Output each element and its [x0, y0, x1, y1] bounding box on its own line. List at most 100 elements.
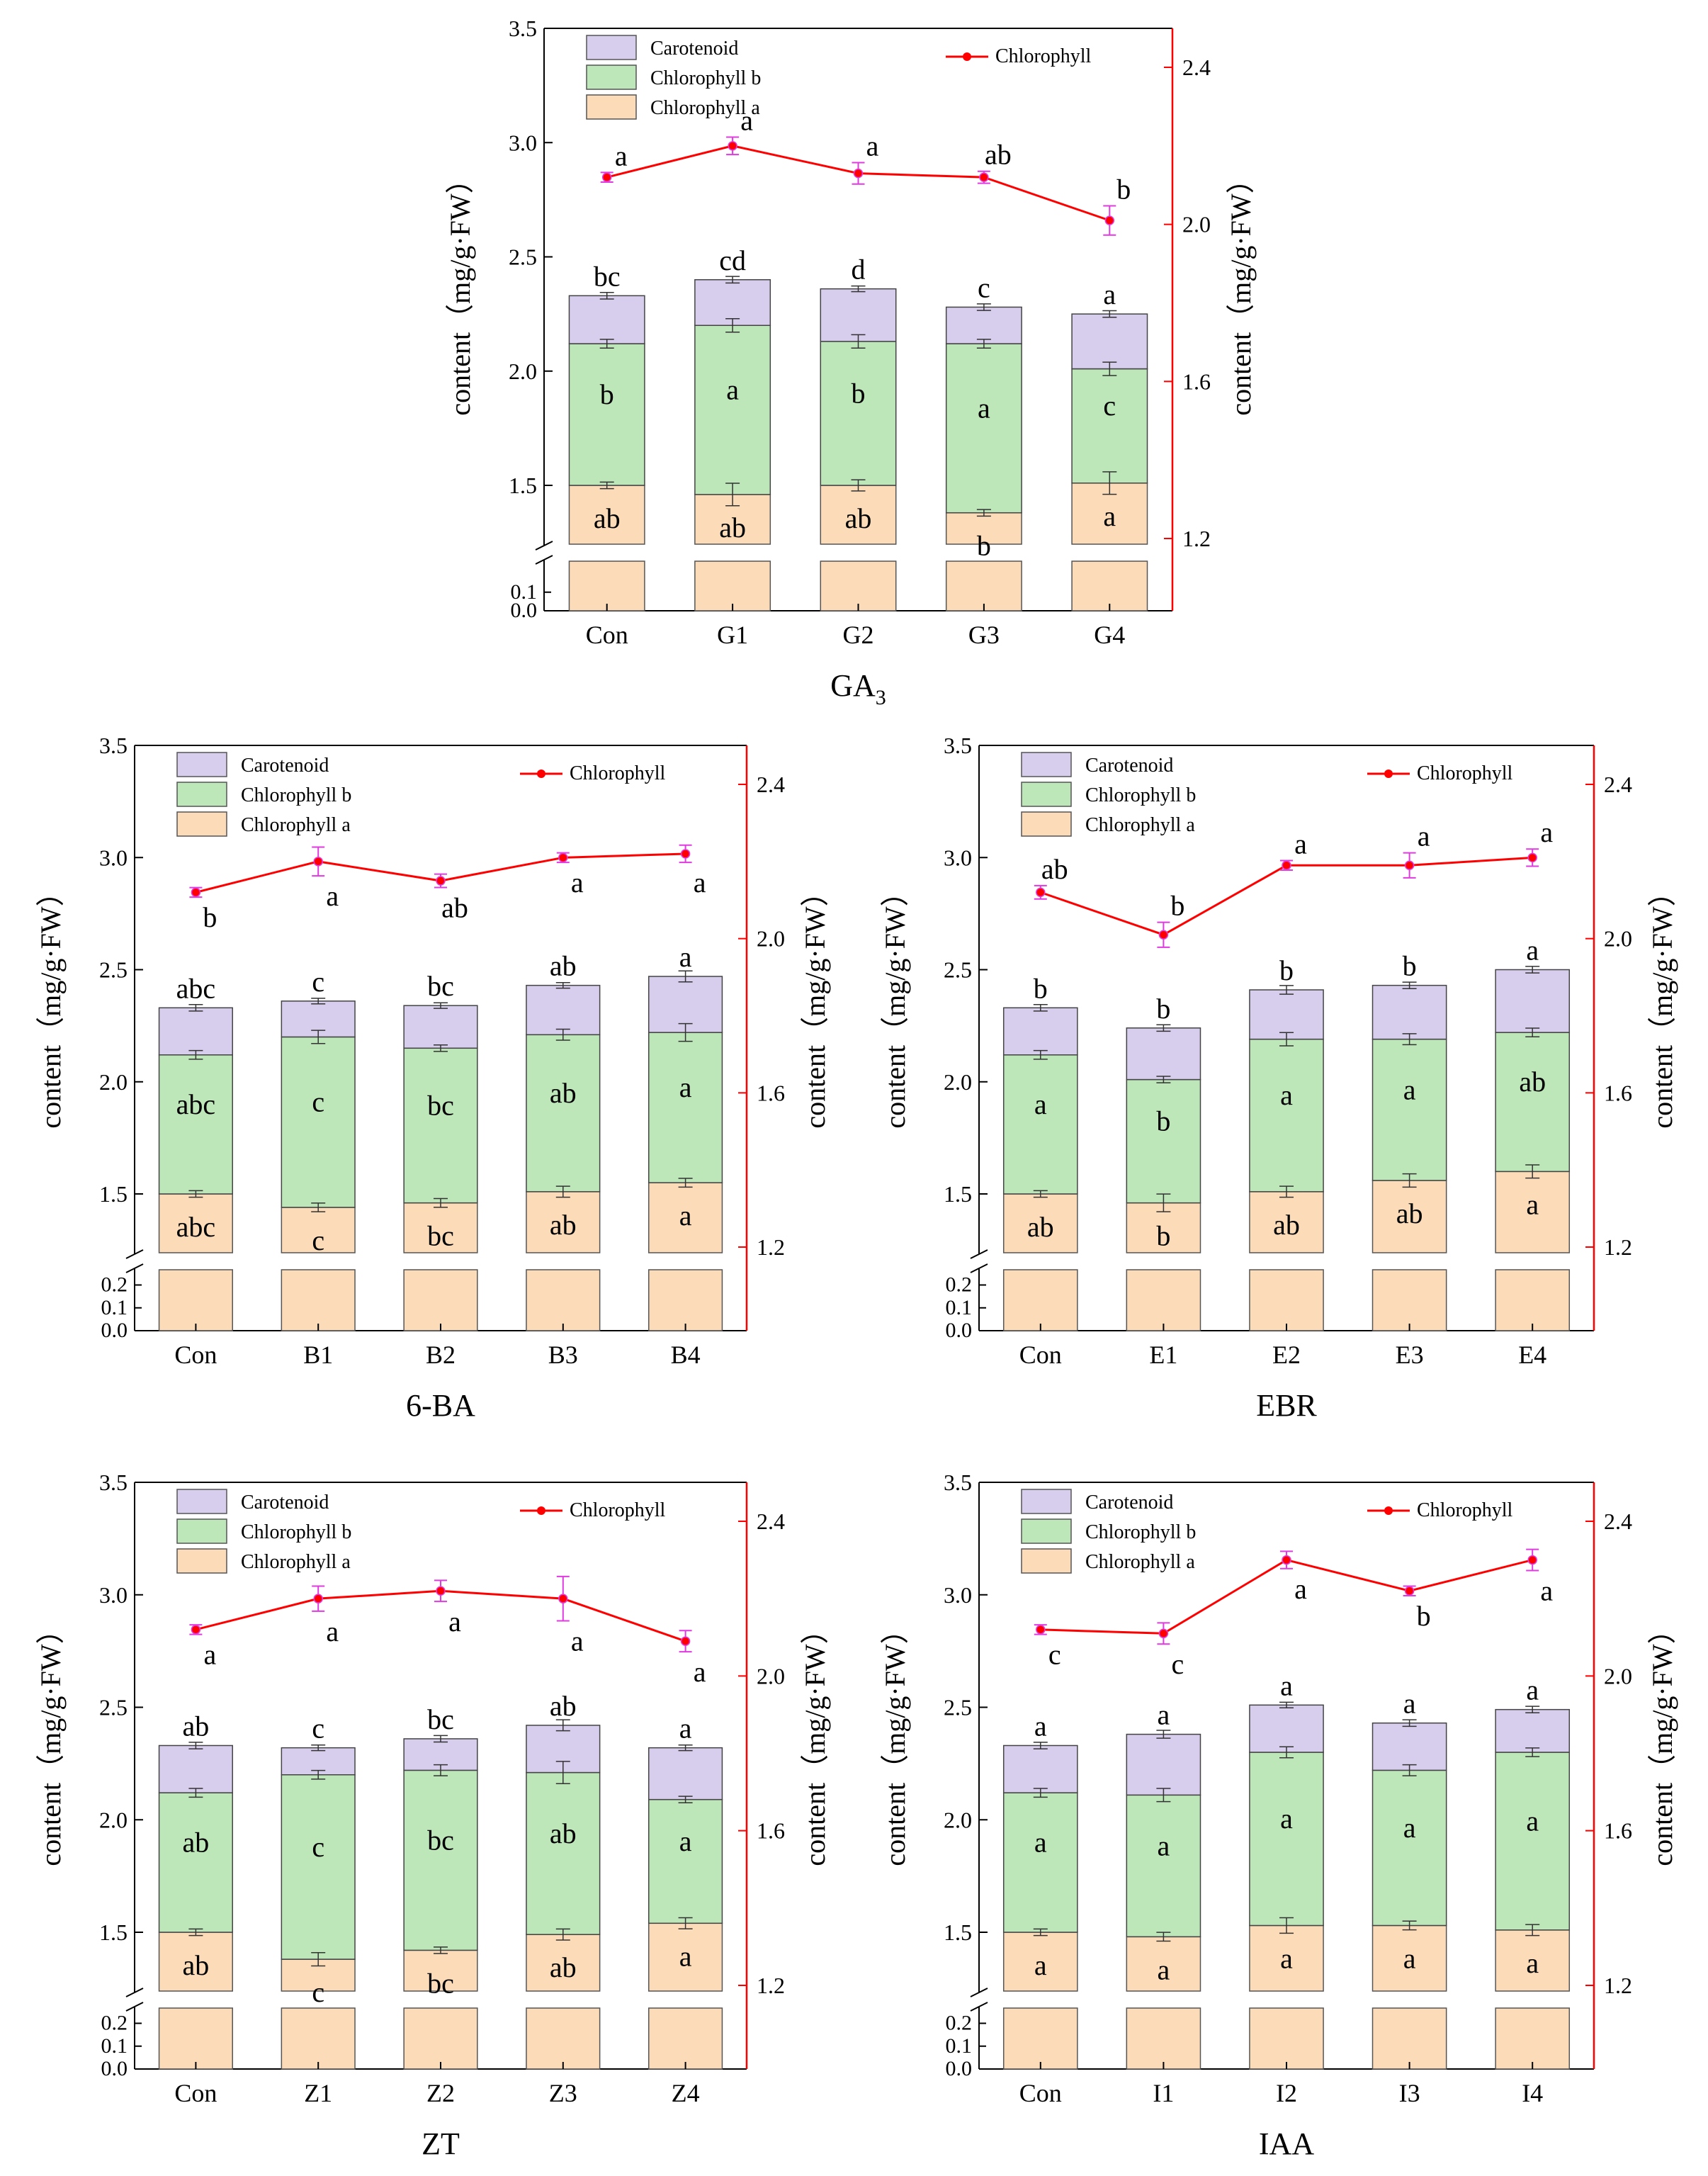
legend-carotenoid-label: Carotenoid	[650, 38, 738, 60]
left-axis-title: content（mg/g·FW）	[444, 165, 476, 415]
letter-chl-a: abc	[176, 1211, 216, 1243]
bar-chl-a	[1002, 1193, 1078, 1253]
right-tick-label: 2.4	[1182, 55, 1211, 80]
bar-chl-a-base	[1495, 1269, 1571, 1331]
x-tick-label: Con	[174, 2079, 217, 2107]
bar-chl-a-base	[526, 2007, 601, 2070]
bar-chl-a	[1002, 1932, 1078, 1992]
legend-carotenoid-label: Carotenoid	[241, 755, 329, 777]
letter-chlorophyll: ab	[1041, 853, 1068, 885]
bar-chl-a-base	[1002, 1269, 1078, 1331]
bar-carotenoid	[1372, 1722, 1447, 1771]
bar-chl-b	[158, 1792, 233, 1933]
legend-chl-a-swatch	[176, 1548, 227, 1574]
bar-break-gap	[401, 1254, 480, 1268]
axis-break-mark	[970, 1249, 988, 1259]
legend-carotenoid-label: Carotenoid	[1085, 755, 1173, 777]
bar-chl-b	[1249, 1038, 1324, 1193]
legend-chl-b-swatch	[586, 64, 637, 90]
bar-chl-a-base	[526, 1269, 601, 1331]
letter-chl-a: ab	[183, 1949, 210, 1981]
left-axis-title: content（mg/g·FW）	[35, 878, 67, 1128]
bar-break-gap	[1000, 1992, 1080, 2007]
bar-chl-b	[1372, 1038, 1447, 1181]
bar-break-gap	[1124, 1992, 1204, 2007]
bar-chl-b	[403, 1047, 478, 1204]
legend-chl-b-swatch	[176, 782, 227, 807]
bar-carotenoid	[403, 1005, 478, 1049]
x-tick-label: I1	[1153, 2079, 1174, 2107]
bar-chl-a	[1126, 1936, 1201, 1992]
chlorophyll-point	[191, 1625, 201, 1635]
left-tick-label: 2.5	[99, 957, 128, 983]
bar-break-gap	[1493, 1992, 1573, 2007]
letter-chl-b: a	[679, 1825, 692, 1857]
right-axis-title: content（mg/g·FW）	[799, 878, 831, 1128]
right-tick-label: 2.4	[757, 772, 785, 797]
bar-carotenoid	[1372, 984, 1447, 1040]
letter-chl-a: a	[679, 1940, 692, 1972]
letter-chlorophyll: a	[866, 130, 879, 162]
letter-chl-b: c	[1103, 390, 1116, 422]
bar-chl-a-base	[281, 1269, 356, 1331]
bar-chl-b	[945, 343, 1022, 514]
letter-chl-b: bc	[427, 1824, 454, 1856]
bar-break-gap	[943, 546, 1025, 560]
x-tick-label: E3	[1396, 1341, 1424, 1369]
x-tick-label: Z4	[672, 2079, 700, 2107]
bar-chl-b	[694, 325, 771, 495]
letter-chlorophyll: b	[1116, 174, 1131, 205]
letter-carotenoid: b	[1156, 993, 1170, 1025]
left-tick-label: 3.5	[99, 1470, 128, 1495]
legend-carotenoid-swatch	[176, 1489, 227, 1514]
bar-carotenoid	[1002, 1007, 1078, 1056]
bar-chl-a-base	[1126, 1269, 1201, 1331]
bar-chl-a	[1249, 1191, 1324, 1253]
left-tick-label: 1.5	[944, 1919, 972, 1945]
letter-chl-a: ab	[719, 512, 746, 543]
letter-chl-b: ab	[550, 1077, 577, 1109]
letter-chl-b: a	[1034, 1088, 1047, 1120]
panel-title: EBR	[1256, 1388, 1317, 1423]
chlorophyll-point	[436, 1586, 446, 1596]
x-tick-label: G3	[968, 621, 1000, 649]
x-tick-label: Con	[586, 621, 628, 649]
letter-chl-a: a	[1280, 1942, 1293, 1974]
chlorophyll-point	[680, 1636, 691, 1646]
left-tick-label: 3.5	[509, 16, 537, 41]
letter-chlorophyll: a	[326, 1616, 339, 1647]
x-tick-label: I2	[1276, 2079, 1297, 2107]
bar-chl-b	[1002, 1792, 1078, 1933]
right-tick-label: 2.0	[757, 1663, 785, 1689]
x-tick-label: E4	[1518, 1341, 1546, 1369]
letter-chl-b: b	[852, 377, 866, 409]
x-tick-label: G4	[1094, 621, 1125, 649]
chlorophyll-point	[191, 887, 201, 898]
left-tick-label: 3.0	[99, 845, 128, 870]
bar-chl-a	[1495, 1929, 1571, 1992]
chlorophyll-point	[680, 849, 691, 859]
chlorophyll-point	[1282, 860, 1291, 871]
letter-chl-a: a	[1103, 500, 1116, 532]
bar-carotenoid	[694, 279, 771, 326]
legend-chl-b-label: Chlorophyll b	[1085, 1521, 1196, 1543]
x-tick-label: B2	[426, 1341, 456, 1369]
left-tick-label: 0.2	[101, 1273, 128, 1297]
letter-chl-a: a	[1034, 1949, 1047, 1981]
bar-chl-a	[1495, 1171, 1571, 1253]
bar-carotenoid	[820, 288, 897, 342]
bar-chl-a	[403, 1202, 478, 1253]
letter-carotenoid: a	[1034, 1710, 1047, 1742]
left-tick-label: 3.5	[944, 733, 972, 758]
bar-carotenoid	[1126, 1733, 1201, 1796]
letter-chlorophyll: ab	[985, 139, 1012, 171]
legend-chl-b-swatch	[1021, 1518, 1072, 1544]
chlorophyll-point	[1104, 215, 1115, 225]
bar-chl-a-base	[694, 560, 771, 611]
letter-chlorophyll: a	[615, 140, 628, 171]
axis-break-mark	[125, 1249, 144, 1259]
bar-break-gap	[645, 1254, 725, 1268]
letter-chl-a: bc	[427, 1220, 454, 1252]
bar-chl-a-base	[945, 560, 1022, 611]
